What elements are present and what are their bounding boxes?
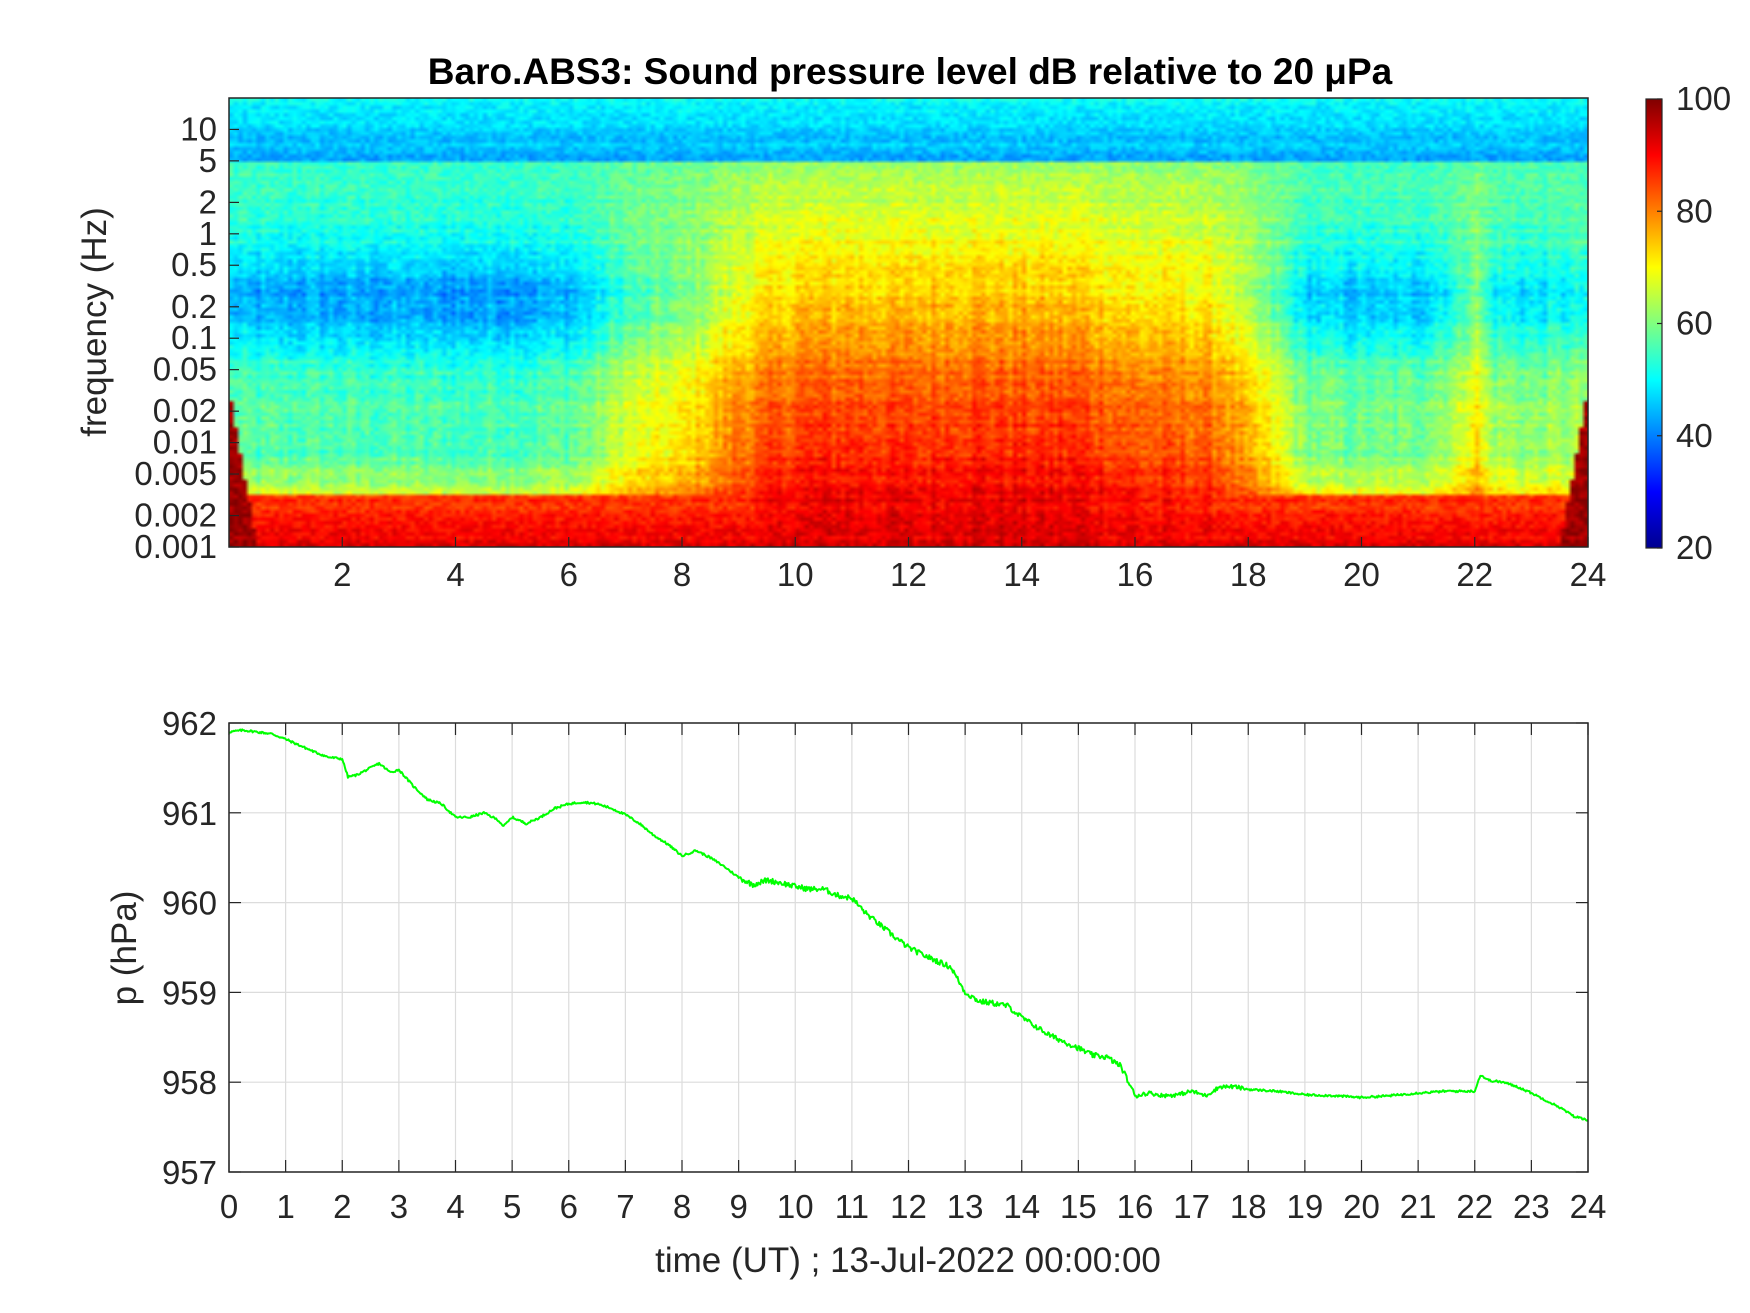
spectrogram-y-axis-label: frequency (Hz) bbox=[75, 207, 114, 437]
spectrogram-x-tick-label: 16 bbox=[1117, 556, 1154, 593]
pressure-x-tick-label: 16 bbox=[1117, 1188, 1154, 1225]
pressure-x-tick-label: 15 bbox=[1060, 1188, 1097, 1225]
pressure-x-tick-labels: 0 1 2 3 4 5 6 7 8 9 10 11 12 13 14 15 16 17 18 19 20 21 22 23 24 bbox=[220, 1188, 1607, 1225]
spectrogram-x-tick-label: 10 bbox=[777, 556, 814, 593]
spectrogram-y-tick-label: 10 bbox=[180, 110, 217, 147]
pressure-x-tick-label: 6 bbox=[560, 1188, 578, 1225]
colorbar: 20 40 60 80 100 bbox=[1645, 80, 1731, 566]
pressure-y-tick-label: 959 bbox=[162, 974, 217, 1011]
pressure-x-tick-label: 18 bbox=[1230, 1188, 1267, 1225]
spectrogram-x-tick-label: 12 bbox=[890, 556, 927, 593]
spectrogram-y-tick-label: 5 bbox=[199, 142, 217, 179]
pressure-y-tick-label: 962 bbox=[162, 705, 217, 742]
pressure-y-axis-label: p (hPa) bbox=[105, 891, 144, 1006]
spectrogram-x-tick-label: 24 bbox=[1570, 556, 1607, 593]
pressure-panel: 0 1 2 3 4 5 6 7 8 9 10 11 12 13 14 15 16 17 18 19 20 21 22 23 24… bbox=[105, 705, 1606, 1280]
pressure-x-tick-label: 3 bbox=[390, 1188, 408, 1225]
pressure-y-tick-label: 961 bbox=[162, 795, 217, 832]
spectrogram-y-tick-label: 0.01 bbox=[153, 424, 217, 461]
pressure-x-tick-label: 0 bbox=[220, 1188, 238, 1225]
pressure-x-tick-label: 4 bbox=[446, 1188, 464, 1225]
pressure-x-tick-label: 14 bbox=[1003, 1188, 1040, 1225]
colorbar-ticks: 20 40 60 80 100 bbox=[1657, 80, 1731, 566]
pressure-ticks bbox=[228, 722, 1589, 1173]
pressure-x-tick-label: 24 bbox=[1570, 1188, 1607, 1225]
spectrogram-x-tick-label: 14 bbox=[1003, 556, 1040, 593]
colorbar-tick-label: 40 bbox=[1676, 417, 1713, 454]
spectrogram-title: Baro.ABS3: Sound pressure level dB relat… bbox=[428, 51, 1393, 92]
spectrogram-y-tick-label: 0.05 bbox=[153, 351, 217, 388]
pressure-x-axis-label: time (UT) ; 13-Jul-2022 00:00:00 bbox=[655, 1241, 1161, 1280]
pressure-x-tick-label: 7 bbox=[616, 1188, 634, 1225]
pressure-y-tick-label: 960 bbox=[162, 885, 217, 922]
colorbar-tick-label: 60 bbox=[1676, 305, 1713, 342]
spectrogram-x-tick-label: 8 bbox=[673, 556, 691, 593]
spectrogram-y-tick-label: 0.005 bbox=[134, 455, 217, 492]
pressure-x-tick-label: 19 bbox=[1287, 1188, 1324, 1225]
spectrogram-y-tick-label: 0.02 bbox=[153, 392, 217, 429]
pressure-x-tick-label: 17 bbox=[1173, 1188, 1210, 1225]
pressure-y-tick-label: 957 bbox=[162, 1154, 217, 1191]
spectrogram-x-tick-label: 20 bbox=[1343, 556, 1380, 593]
pressure-y-tick-labels: 957 958 959 960 961 962 bbox=[162, 705, 217, 1191]
pressure-axes-box bbox=[228, 722, 1589, 1173]
spectrogram-x-tick-label: 4 bbox=[446, 556, 464, 593]
spectrogram-y-tick-label: 0.001 bbox=[134, 528, 217, 565]
pressure-x-tick-label: 1 bbox=[276, 1188, 294, 1225]
colorbar-tick-label: 20 bbox=[1676, 529, 1713, 566]
spectrogram-x-tick-label: 18 bbox=[1230, 556, 1267, 593]
pressure-x-tick-label: 21 bbox=[1400, 1188, 1437, 1225]
pressure-x-tick-label: 22 bbox=[1456, 1188, 1493, 1225]
pressure-x-tick-label: 2 bbox=[333, 1188, 351, 1225]
pressure-x-tick-label: 11 bbox=[835, 1188, 869, 1225]
spectrogram-y-tick-label: 0.002 bbox=[134, 497, 217, 534]
pressure-x-tick-label: 13 bbox=[947, 1188, 984, 1225]
spectrogram-x-ticks: 2 4 6 8 10 12 14 16 18 20 22 24 bbox=[333, 537, 1606, 593]
spectrogram-y-tick-label: 1 bbox=[199, 215, 217, 252]
spectrogram-y-tick-label: 2 bbox=[199, 183, 217, 220]
pressure-x-tick-label: 23 bbox=[1513, 1188, 1550, 1225]
colorbar-tick-label: 80 bbox=[1676, 192, 1713, 229]
spectrogram-y-tick-label: 0.1 bbox=[171, 319, 217, 356]
pressure-x-tick-label: 9 bbox=[729, 1188, 747, 1225]
spectrogram-y-tick-label: 0.2 bbox=[171, 288, 217, 325]
pressure-x-tick-label: 20 bbox=[1343, 1188, 1380, 1225]
spectrogram-y-tick-label: 0.5 bbox=[171, 246, 217, 283]
pressure-series-line bbox=[228, 728, 1589, 1122]
spectrogram-x-tick-label: 2 bbox=[333, 556, 351, 593]
pressure-x-tick-label: 8 bbox=[673, 1188, 691, 1225]
spectrogram-x-tick-label: 22 bbox=[1456, 556, 1493, 593]
spectrogram-panel: 2 4 6 8 10 12 14 16 18 20 22 24 0.0010.0020.0050.01… bbox=[75, 97, 1606, 593]
pressure-y-tick-label: 958 bbox=[162, 1064, 217, 1101]
pressure-x-tick-label: 12 bbox=[890, 1188, 927, 1225]
colorbar-tick-label: 100 bbox=[1676, 80, 1731, 117]
spectrogram-x-tick-label: 6 bbox=[560, 556, 578, 593]
spectrogram-heatmap bbox=[229, 98, 1588, 547]
pressure-x-tick-label: 5 bbox=[503, 1188, 521, 1225]
pressure-x-tick-label: 10 bbox=[777, 1188, 814, 1225]
